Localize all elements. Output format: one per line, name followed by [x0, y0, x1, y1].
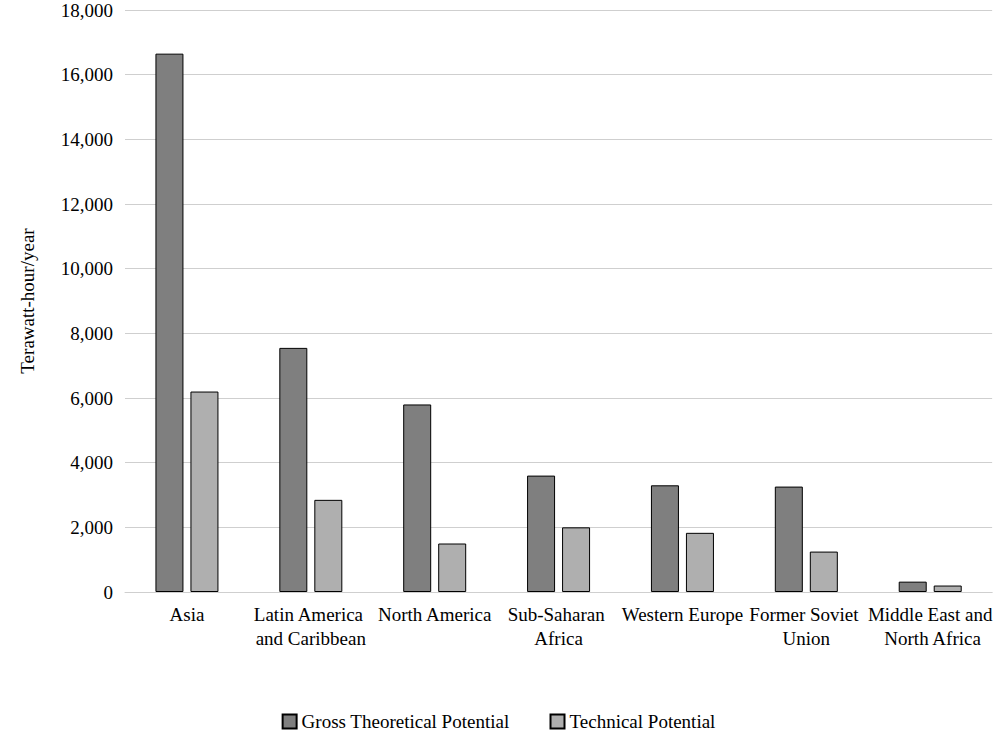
- svg-text:8,000: 8,000: [70, 323, 113, 344]
- svg-text:Asia: Asia: [170, 604, 205, 625]
- svg-text:18,000: 18,000: [61, 0, 113, 21]
- svg-text:Terawatt-hour/year: Terawatt-hour/year: [17, 228, 38, 374]
- svg-text:14,000: 14,000: [61, 129, 113, 150]
- svg-text:2,000: 2,000: [70, 517, 113, 538]
- svg-text:Sub-Saharan: Sub-Saharan: [508, 604, 610, 625]
- svg-text:Gross Theoretical Potential: Gross Theoretical Potential: [302, 711, 510, 732]
- svg-text:Africa: Africa: [534, 628, 583, 649]
- svg-text:4,000: 4,000: [70, 452, 113, 473]
- svg-text:and Caribbean: and Caribbean: [256, 628, 367, 649]
- svg-text:Middle East and: Middle East and: [868, 604, 993, 625]
- svg-text:12,000: 12,000: [61, 194, 113, 215]
- svg-text:Former Soviet: Former Soviet: [749, 604, 863, 625]
- svg-text:0: 0: [104, 582, 114, 603]
- svg-text:Union: Union: [783, 628, 831, 649]
- svg-text:10,000: 10,000: [61, 258, 113, 279]
- svg-text:16,000: 16,000: [61, 64, 113, 85]
- svg-text:Latin America: Latin America: [254, 604, 368, 625]
- svg-text:6,000: 6,000: [70, 388, 113, 409]
- svg-text:Technical Potential: Technical Potential: [570, 711, 716, 732]
- svg-text:North America: North America: [378, 604, 492, 625]
- svg-text:North Africa: North Africa: [880, 628, 982, 649]
- svg-text:Western Europe: Western Europe: [622, 604, 743, 625]
